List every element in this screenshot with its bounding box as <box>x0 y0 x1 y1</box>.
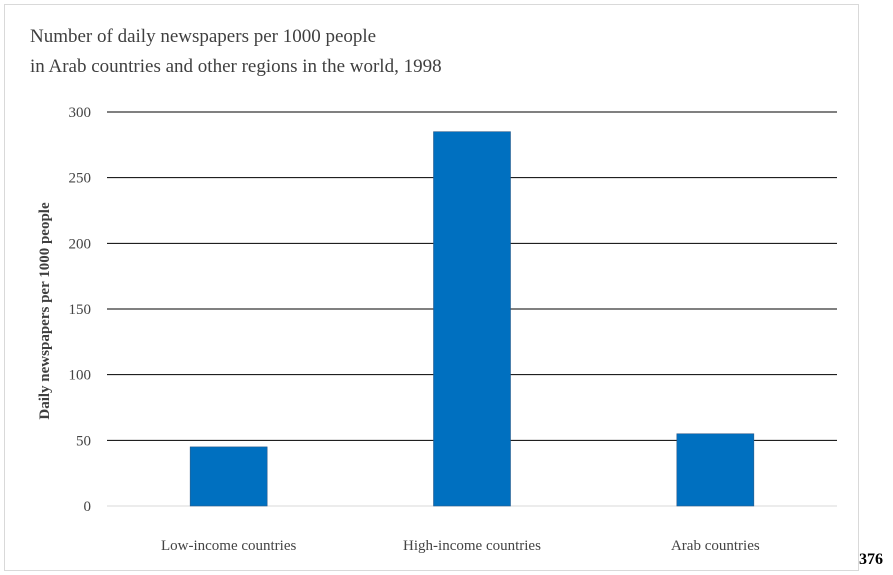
y-tick-label: 0 <box>84 499 92 515</box>
chart-title-line-2: in Arab countries and other regions in t… <box>30 56 442 77</box>
bar <box>433 131 511 507</box>
chart-title-line-1: Number of daily newspapers per 1000 peop… <box>30 26 377 47</box>
x-tick-label: High-income countries <box>403 538 541 554</box>
y-tick-label: 250 <box>69 171 92 187</box>
y-tick-label: 300 <box>69 105 92 121</box>
y-tick-label: 200 <box>69 236 92 252</box>
y-axis-ticks: 0 50 100 150 200 250 300 <box>69 105 92 515</box>
bar <box>676 433 755 507</box>
y-tick-label: 150 <box>69 302 92 318</box>
y-axis-label: Daily newspapers per 1000 people <box>37 202 53 420</box>
x-tick-label: Low-income countries <box>161 538 297 554</box>
x-axis-labels: Low-income countries High-income countrie… <box>161 538 760 554</box>
y-tick-label: 100 <box>69 368 92 384</box>
x-tick-label: Arab countries <box>671 538 760 554</box>
bars <box>189 131 755 507</box>
y-tick-label: 50 <box>76 433 91 449</box>
bar <box>189 446 268 507</box>
page-number: 376 <box>859 551 883 568</box>
